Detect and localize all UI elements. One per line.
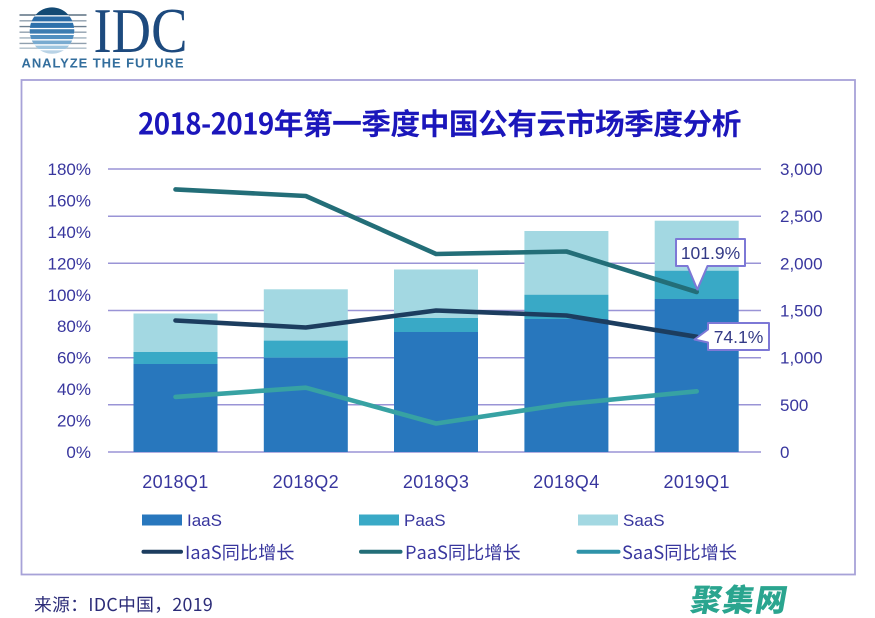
svg-text:2019Q1: 2019Q1 bbox=[663, 472, 729, 492]
svg-text:SaaS: SaaS bbox=[623, 511, 665, 530]
svg-text:74.1%: 74.1% bbox=[714, 327, 764, 347]
svg-text:2018Q4: 2018Q4 bbox=[533, 472, 599, 492]
svg-text:100%: 100% bbox=[48, 286, 91, 305]
svg-text:0: 0 bbox=[780, 443, 789, 462]
svg-text:2018Q2: 2018Q2 bbox=[273, 472, 339, 492]
svg-text:1,000: 1,000 bbox=[780, 349, 823, 368]
svg-text:80%: 80% bbox=[57, 317, 91, 336]
svg-text:ANALYZE THE FUTURE: ANALYZE THE FUTURE bbox=[22, 55, 186, 70]
svg-text:0%: 0% bbox=[66, 443, 91, 462]
svg-text:3,000: 3,000 bbox=[780, 160, 823, 179]
svg-text:2,500: 2,500 bbox=[780, 207, 823, 226]
svg-text:140%: 140% bbox=[48, 223, 91, 242]
svg-text:2018Q3: 2018Q3 bbox=[403, 472, 469, 492]
svg-text:160%: 160% bbox=[48, 191, 91, 210]
svg-text:120%: 120% bbox=[48, 254, 91, 273]
svg-text:2,000: 2,000 bbox=[780, 254, 823, 273]
svg-text:180%: 180% bbox=[48, 160, 91, 179]
svg-text:1,500: 1,500 bbox=[780, 302, 823, 321]
svg-text:IaaS: IaaS bbox=[187, 511, 222, 530]
svg-text:101.9%: 101.9% bbox=[681, 243, 740, 263]
svg-text:IDC: IDC bbox=[94, 0, 188, 66]
svg-text:20%: 20% bbox=[57, 412, 91, 431]
svg-text:PaaS: PaaS bbox=[404, 511, 446, 530]
svg-text:500: 500 bbox=[780, 396, 808, 415]
svg-text:40%: 40% bbox=[57, 380, 91, 399]
svg-text:2018Q1: 2018Q1 bbox=[142, 472, 208, 492]
svg-text:60%: 60% bbox=[57, 349, 91, 368]
